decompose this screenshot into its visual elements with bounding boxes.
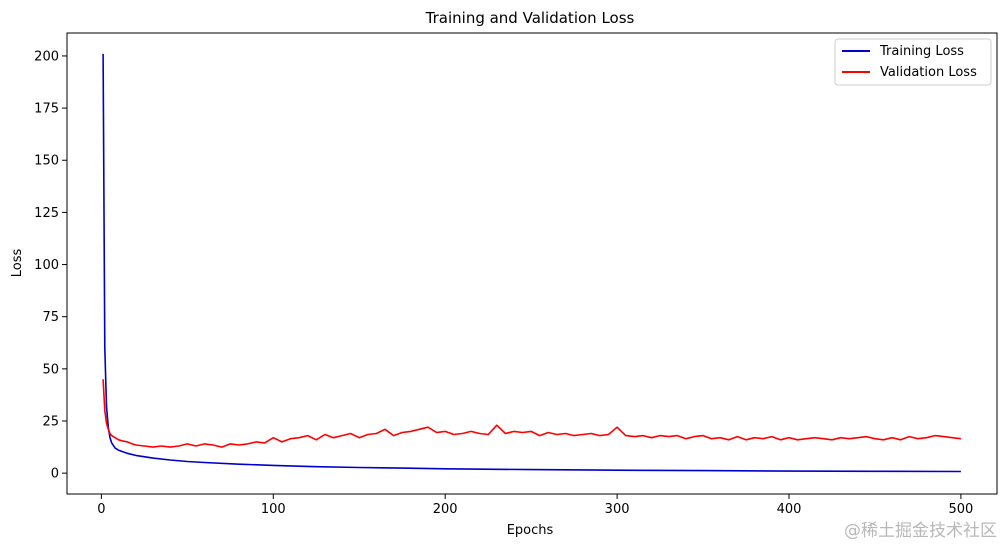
y-tick-label: 25: [42, 414, 59, 429]
y-tick-label: 125: [34, 206, 59, 221]
x-tick-label: 0: [97, 502, 105, 517]
x-tick-label: 300: [605, 502, 630, 517]
chart-title: Training and Validation Loss: [425, 9, 635, 27]
y-tick-label: 0: [51, 467, 59, 482]
y-axis-title: Loss: [10, 249, 25, 278]
y-tick-label: 200: [34, 49, 59, 64]
x-tick-label: 100: [261, 502, 286, 517]
watermark-text: @稀土掘金技术社区: [844, 521, 997, 541]
y-tick-label: 75: [42, 310, 59, 325]
y-tick-label: 50: [42, 362, 59, 377]
x-tick-label: 500: [948, 502, 973, 517]
plot-frame: [66, 32, 998, 495]
plot-area: [102, 53, 961, 473]
legend-label-validation-loss: Validation Loss: [880, 65, 977, 80]
x-tick-label: 400: [777, 502, 802, 517]
x-axis-title: Epochs: [507, 523, 554, 538]
series-line-training-loss: [102, 53, 961, 473]
y-axis: 0 25 50 75 100 125 150 175 200: [34, 49, 67, 482]
y-tick-label: 150: [34, 154, 59, 169]
legend-box: [834, 38, 992, 86]
legend-label-training-loss: Training Loss: [879, 44, 964, 59]
x-tick-label: 200: [433, 502, 458, 517]
series-line-validation-loss: [102, 379, 961, 448]
x-axis: 0 100 200 300 400 500: [97, 494, 973, 517]
legend: Training Loss Validation Loss: [834, 38, 992, 86]
y-tick-label: 100: [34, 258, 59, 273]
y-tick-label: 175: [34, 102, 59, 117]
